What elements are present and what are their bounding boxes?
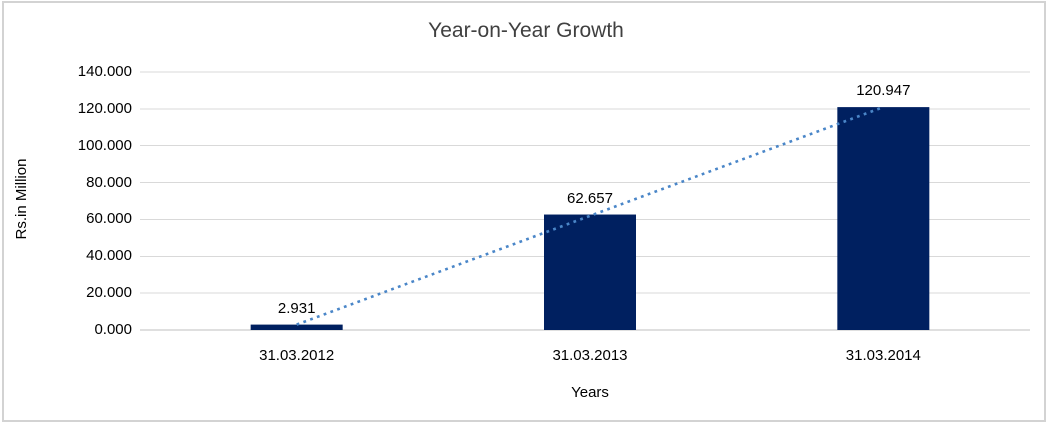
y-tick-label: 0.000 (94, 321, 132, 338)
x-category-label: 31.03.2014 (845, 347, 921, 364)
y-tick-label: 20.000 (86, 284, 132, 302)
y-tick-label: 80.000 (86, 173, 132, 191)
x-category-label: 31.03.2013 (552, 347, 628, 364)
y-tick-label: 60.000 (86, 210, 132, 228)
chart-title: Year-on-Year Growth (428, 19, 624, 42)
y-tick-label: 40.000 (86, 247, 132, 265)
bar-data-label: 2.931 (277, 299, 316, 317)
y-tick-label: 100.000 (77, 136, 132, 154)
y-tick-label: 140.000 (77, 63, 132, 80)
bar (837, 107, 930, 330)
bar-data-label: 62.657 (567, 189, 613, 207)
bar-data-label: 120.947 (856, 82, 911, 100)
bar (544, 214, 636, 330)
bar (250, 324, 343, 330)
y-tick-label: 120.000 (77, 99, 132, 117)
x-category-label: 31.03.2012 (259, 347, 335, 364)
x-axis-title: Years (571, 384, 609, 401)
